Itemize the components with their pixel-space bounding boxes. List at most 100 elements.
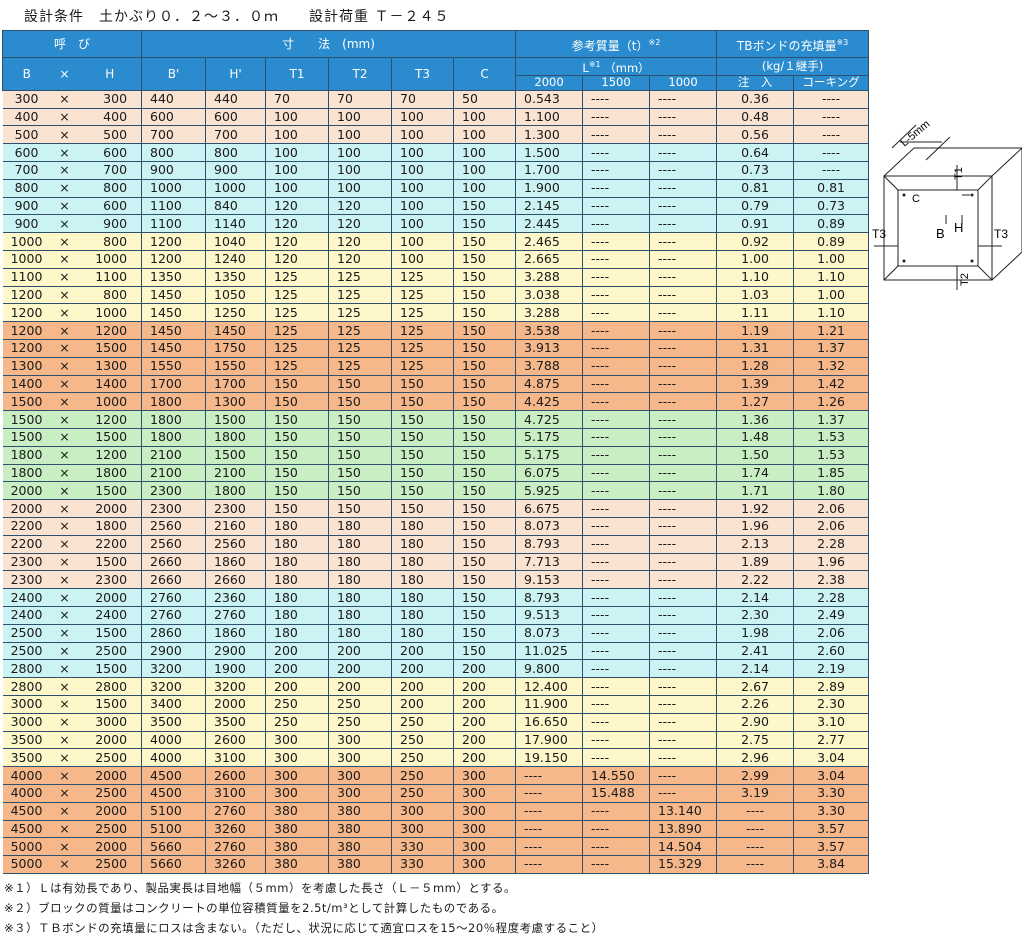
table-cell: 120: [265, 196, 330, 216]
table-cell: 2000: [205, 694, 267, 714]
table-cell: ×: [50, 374, 79, 394]
table-cell: ----: [793, 143, 870, 163]
table-row: 1300 × 1300 1550 1550 125 125 125 150 3.788 ---- --…: [2, 356, 870, 376]
table-cell: 2760: [141, 605, 207, 625]
cross-section-diagram: L-5mm T1 T2 T3 T3 C B H: [872, 120, 1022, 290]
table-row: 1800 × 1800 2100 2100 150 150 150 150 6.075 ---- --…: [2, 463, 870, 483]
table-cell: 100: [328, 161, 393, 180]
table-cell: 125: [328, 356, 393, 376]
table-cell: 150: [453, 232, 517, 251]
table-cell: 2800: [2, 677, 51, 696]
table-cell: ----: [649, 748, 718, 768]
table-cell: ----: [582, 730, 651, 750]
table-row: 1500 × 1000 1800 1300 150 150 150 150 4.425 ---- --…: [2, 392, 870, 412]
table-cell: ----: [649, 321, 718, 340]
table-cell: 1.26: [793, 392, 870, 412]
table-cell: 1300: [2, 356, 51, 376]
table-cell: 300: [328, 766, 393, 785]
table-cell: 1200: [2, 285, 51, 305]
table-cell: 300: [453, 801, 517, 821]
table-cell: 100: [391, 125, 455, 145]
table-cell: 3.30: [793, 783, 870, 803]
table-cell: 600: [141, 107, 207, 127]
table-cell: 100: [391, 161, 455, 180]
table-cell: 1.32: [793, 356, 870, 376]
table-cell: 1200: [2, 321, 51, 340]
table-cell: 1550: [205, 356, 267, 376]
table-cell: 150: [391, 427, 455, 447]
table-cell: ----: [793, 161, 870, 180]
table-cell: 125: [391, 338, 455, 358]
table-cell: 0.73: [716, 161, 795, 180]
table-cell: 100: [391, 178, 455, 198]
table-cell: 800: [78, 232, 142, 251]
table-cell: 250: [328, 694, 393, 714]
table-cell: 150: [453, 374, 517, 394]
table-cell: 180: [265, 588, 330, 607]
table-cell: 1.53: [793, 427, 870, 447]
table-cell: 800: [205, 143, 267, 163]
table-cell: 150: [391, 445, 455, 465]
table-cell: 15.329: [649, 855, 718, 874]
table-cell: ×: [50, 214, 79, 234]
table-cell: 150: [265, 499, 330, 518]
table-cell: 100: [391, 250, 455, 269]
table-cell: 1.700: [515, 161, 584, 180]
table-cell: 100: [265, 178, 330, 198]
table-cell: 1800: [2, 463, 51, 483]
table-cell: ----: [649, 499, 718, 518]
table-cell: 4500: [141, 766, 207, 785]
table-cell: 5660: [141, 855, 207, 874]
table-cell: 3000: [2, 712, 51, 732]
table-cell: 150: [328, 410, 393, 429]
table-row: 2800 × 2800 3200 3200 200 200 200 200 12.400 ---- -…: [2, 677, 870, 696]
table-cell: ----: [649, 730, 718, 750]
table-cell: 125: [265, 321, 330, 340]
table-cell: ----: [582, 463, 651, 483]
table-cell: 120: [265, 232, 330, 251]
table-cell: 1.39: [716, 374, 795, 394]
table-row: 1200 × 1500 1450 1750 125 125 125 150 3.913 ---- --…: [2, 338, 870, 358]
table-cell: 3.19: [716, 783, 795, 803]
table-cell: 1500: [78, 552, 142, 572]
table-cell: ×: [50, 623, 79, 643]
table-cell: 4500: [2, 801, 51, 821]
table-cell: 600: [78, 196, 142, 216]
table-row: 900 × 900 1100 1140 120 120 100 150 2.445 ---- ----…: [2, 214, 870, 234]
table-cell: 3.30: [793, 801, 870, 821]
table-cell: 3.288: [515, 267, 584, 287]
table-cell: 1200: [2, 338, 51, 358]
table-cell: 1200: [141, 232, 207, 251]
table-cell: ----: [649, 214, 718, 234]
table-cell: 380: [265, 801, 330, 821]
table-cell: 125: [328, 338, 393, 358]
table-cell: ----: [582, 250, 651, 269]
table-cell: 150: [265, 481, 330, 501]
table-cell: 1.85: [793, 463, 870, 483]
table-cell: ----: [582, 356, 651, 376]
table-cell: 3100: [205, 783, 267, 803]
table-cell: 100: [453, 125, 517, 145]
table-cell: 2100: [141, 445, 207, 465]
table-cell: 1700: [205, 374, 267, 394]
table-cell: ×: [50, 641, 79, 661]
table-cell: 4.725: [515, 410, 584, 429]
table-cell: ----: [582, 588, 651, 607]
header-t1: T1: [265, 57, 330, 91]
table-cell: 4000: [2, 783, 51, 803]
table-cell: 125: [265, 338, 330, 358]
table-cell: 0.91: [716, 214, 795, 234]
page-title: 設計条件 土かぶり０．２～３．０ｍ 設計荷重 Ｔ－２４５: [24, 9, 450, 25]
table-cell: 100: [265, 161, 330, 180]
table-cell: 1.10: [793, 303, 870, 323]
table-cell: 1860: [205, 623, 267, 643]
table-cell: ----: [582, 855, 651, 874]
table-cell: 250: [391, 783, 455, 803]
table-row: 400 × 400 600 600 100 100 100 100 1.100 ---- ---- 0.…: [2, 107, 870, 127]
table-cell: ×: [50, 445, 79, 465]
diagram-label-l: L-5mm: [898, 120, 932, 149]
header-sunpo: 寸 法 (mm): [141, 30, 517, 58]
table-cell: ----: [793, 107, 870, 127]
table-cell: 100: [453, 178, 517, 198]
table-cell: 300: [453, 837, 517, 857]
